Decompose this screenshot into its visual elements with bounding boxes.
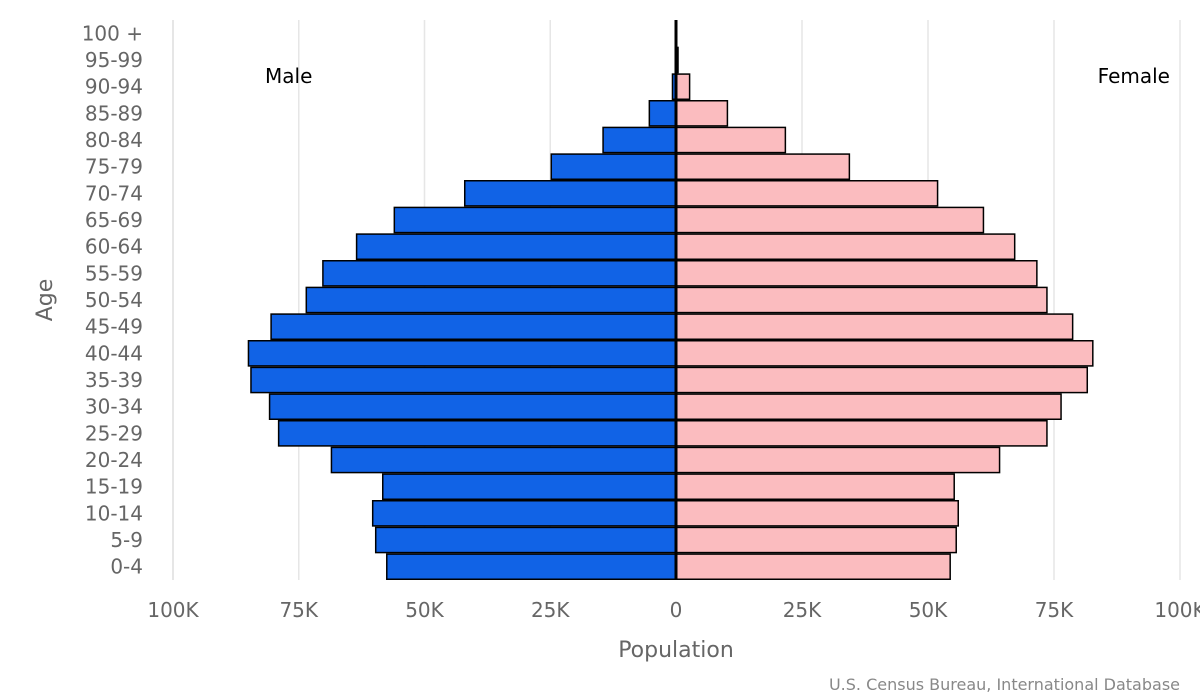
female-bar[interactable] (675, 233, 1016, 260)
age-label: 85-89 (85, 101, 143, 125)
male-series-label: Male (265, 64, 312, 88)
age-label: 70-74 (85, 181, 143, 205)
male-bar[interactable] (355, 233, 677, 260)
female-bar[interactable] (675, 73, 691, 101)
age-label: 25-29 (85, 421, 143, 445)
x-axis-title: Population (618, 638, 734, 663)
male-bar[interactable] (550, 153, 677, 180)
male-bar[interactable] (330, 446, 677, 474)
age-label: 90-94 (85, 75, 143, 99)
x-tick-label: 0 (670, 598, 683, 622)
x-tick-label: 25K (531, 598, 570, 622)
male-bar[interactable] (371, 500, 677, 527)
male-bar[interactable] (463, 180, 677, 207)
male-bar[interactable] (382, 473, 677, 501)
x-tick-label: 100K (147, 598, 199, 622)
female-bar[interactable] (675, 473, 955, 501)
age-label: 40-44 (85, 341, 143, 365)
male-bar[interactable] (250, 366, 677, 394)
x-tick-label: 50K (909, 598, 948, 622)
age-label: 45-49 (85, 315, 143, 339)
female-bar[interactable] (675, 393, 1062, 421)
x-tick-label: 75K (279, 598, 318, 622)
male-bar[interactable] (374, 526, 677, 554)
age-label: 60-64 (85, 235, 143, 259)
male-bar[interactable] (648, 100, 677, 127)
age-label: 20-24 (85, 448, 143, 472)
male-bar[interactable] (386, 553, 677, 580)
age-label: 50-54 (85, 288, 143, 312)
male-bar[interactable] (277, 420, 677, 447)
female-bar[interactable] (675, 420, 1048, 447)
male-bar[interactable] (268, 393, 677, 421)
female-bar[interactable] (675, 340, 1094, 367)
age-label: 55-59 (85, 261, 143, 285)
female-bar[interactable] (675, 366, 1089, 394)
age-label: 75-79 (85, 155, 143, 179)
female-bar[interactable] (675, 526, 957, 554)
female-bar[interactable] (675, 153, 851, 180)
x-tick-label: 50K (405, 598, 444, 622)
age-label: 100 + (82, 21, 143, 45)
female-bar[interactable] (675, 100, 729, 127)
age-label: 35-39 (85, 368, 143, 392)
age-label: 30-34 (85, 395, 143, 419)
male-bar[interactable] (247, 340, 677, 367)
male-bar[interactable] (322, 260, 677, 287)
age-label: 80-84 (85, 128, 143, 152)
source-credit: U.S. Census Bureau, International Databa… (829, 675, 1180, 694)
male-bar[interactable] (305, 286, 677, 314)
female-bar[interactable] (675, 206, 985, 234)
female-bar[interactable] (675, 180, 939, 207)
male-bar[interactable] (270, 313, 677, 341)
age-label: 65-69 (85, 208, 143, 232)
female-bar[interactable] (675, 446, 1001, 474)
female-bar[interactable] (675, 313, 1074, 341)
y-axis-title: Age (33, 279, 58, 322)
age-label: 0-4 (110, 555, 143, 579)
age-label: 5-9 (110, 528, 143, 552)
female-series-label: Female (1098, 64, 1170, 88)
x-tick-label: 100K (1154, 598, 1200, 622)
female-bar[interactable] (675, 553, 951, 580)
age-label: 10-14 (85, 501, 143, 525)
bars (247, 20, 1094, 580)
x-tick-label: 75K (1035, 598, 1074, 622)
male-bar[interactable] (602, 126, 677, 154)
female-bar[interactable] (675, 260, 1038, 287)
female-bar[interactable] (675, 126, 787, 154)
male-bar[interactable] (393, 206, 677, 234)
female-bar[interactable] (675, 500, 959, 527)
age-label: 95-99 (85, 48, 143, 72)
x-tick-labels: 100K 75K 50K 25K 0 25K 50K 75K 100K (147, 598, 1200, 622)
female-bar[interactable] (675, 286, 1048, 314)
x-tick-label: 25K (783, 598, 822, 622)
age-label: 15-19 (85, 475, 143, 499)
